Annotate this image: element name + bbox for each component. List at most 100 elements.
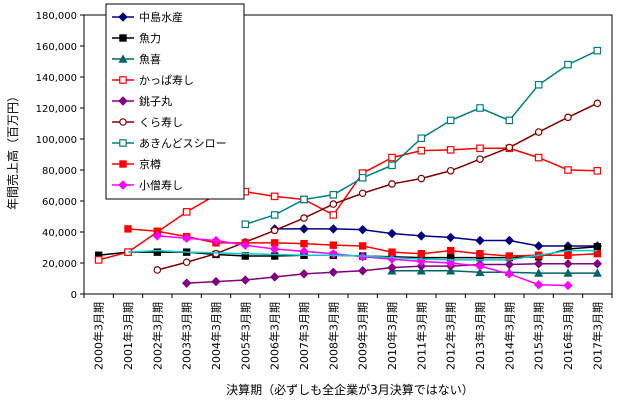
data-point — [300, 195, 308, 204]
data-point — [240, 275, 251, 285]
data-point — [329, 191, 338, 199]
data-point — [358, 242, 367, 250]
legend-label: 京樽 — [139, 157, 161, 171]
legend-label: あきんどスシロー — [139, 137, 227, 150]
data-point — [505, 116, 514, 125]
data-point — [329, 241, 338, 249]
data-point — [505, 143, 514, 152]
series-9 — [127, 249, 598, 261]
data-point — [533, 279, 544, 290]
x-tick-label: 2010年3月期 — [385, 302, 399, 370]
data-point — [270, 192, 279, 201]
x-tick-label: 2012年3月期 — [444, 302, 458, 370]
data-point — [329, 211, 338, 219]
data-point — [563, 259, 573, 269]
x-tick-label: 2008年3月期 — [326, 302, 340, 370]
legend-item: くら寿し — [112, 115, 183, 129]
data-point — [593, 243, 602, 251]
data-point — [269, 244, 280, 254]
legend-item: 銚子丸 — [112, 94, 172, 108]
y-axis-label: 年間売上高（百万円） — [5, 90, 20, 210]
data-point — [475, 261, 485, 271]
data-point — [357, 266, 368, 276]
data-point — [564, 251, 572, 259]
data-point — [446, 116, 455, 125]
x-tick-label: 2004年3月期 — [209, 302, 223, 370]
data-point — [476, 155, 484, 163]
data-point — [388, 180, 396, 188]
data-point — [119, 160, 127, 168]
data-point — [119, 76, 127, 84]
data-point — [300, 214, 308, 222]
legend-label: 小僧寿し — [139, 178, 183, 192]
data-point — [476, 250, 484, 258]
data-point — [446, 246, 455, 255]
series-line — [157, 102, 598, 271]
data-point — [534, 153, 543, 162]
legend-label: 魚喜 — [139, 53, 161, 66]
legend-item: 京樽 — [112, 157, 161, 171]
data-point — [446, 146, 455, 154]
y-tick-label: 180,000 — [36, 11, 77, 22]
data-point — [124, 225, 132, 233]
data-point — [388, 248, 396, 256]
data-point — [445, 258, 456, 268]
data-point — [388, 161, 396, 170]
data-point — [241, 220, 250, 229]
y-tick-label: 20,000 — [42, 259, 77, 270]
series-line — [98, 147, 598, 261]
data-point — [181, 278, 192, 288]
data-point — [387, 228, 397, 239]
data-point — [564, 166, 572, 174]
data-point — [504, 259, 515, 270]
data-point — [504, 269, 515, 279]
data-point — [153, 248, 162, 256]
data-point — [211, 276, 221, 287]
legend-item: かっぱ寿し — [112, 73, 194, 87]
series-0 — [269, 224, 603, 251]
data-point — [416, 231, 427, 241]
data-point — [417, 146, 426, 155]
data-point — [476, 104, 484, 112]
y-tick-label: 0 — [71, 290, 77, 301]
legend-item: 小僧寿し — [112, 178, 183, 192]
data-point — [534, 80, 543, 89]
y-tick-label: 80,000 — [42, 166, 77, 177]
series-line — [274, 228, 598, 247]
x-tick-label: 2015年3月期 — [532, 302, 546, 370]
data-point — [182, 258, 191, 267]
x-tick-label: 2013年3月期 — [473, 302, 487, 370]
data-point — [119, 34, 127, 42]
series-line — [392, 270, 598, 274]
legend-label: 中島水産 — [139, 10, 183, 24]
legend-label: くら寿し — [139, 115, 183, 129]
data-point — [505, 252, 514, 260]
data-point — [358, 173, 367, 182]
x-tick-label: 2003年3月期 — [180, 302, 194, 370]
data-point — [476, 144, 484, 153]
data-point — [118, 180, 128, 190]
x-tick-label: 2016年3月期 — [561, 302, 575, 370]
legend-label: かっぱ寿し — [139, 73, 194, 87]
legend-label: 銚子丸 — [139, 94, 172, 108]
data-point — [592, 259, 603, 269]
data-point — [329, 200, 338, 208]
axes: 0 20,000 40,000 60,000 80,000 100,000 120,000 1… — [36, 11, 613, 370]
data-point — [328, 267, 339, 278]
x-axis-label: 決算期（必ずしも全企業が3月決算ではない） — [226, 382, 474, 397]
x-tick-label: 2007年3月期 — [297, 302, 311, 370]
data-point — [152, 231, 163, 241]
data-point — [563, 280, 573, 291]
x-tick-label: 2014年3月期 — [502, 302, 516, 370]
data-point — [593, 250, 602, 258]
data-point — [328, 248, 339, 259]
y-tick-label: 60,000 — [42, 197, 77, 208]
data-point — [533, 259, 544, 269]
data-point — [328, 224, 339, 234]
data-point — [119, 139, 127, 147]
legend-item: 魚力 — [112, 32, 161, 45]
data-point — [299, 224, 309, 234]
